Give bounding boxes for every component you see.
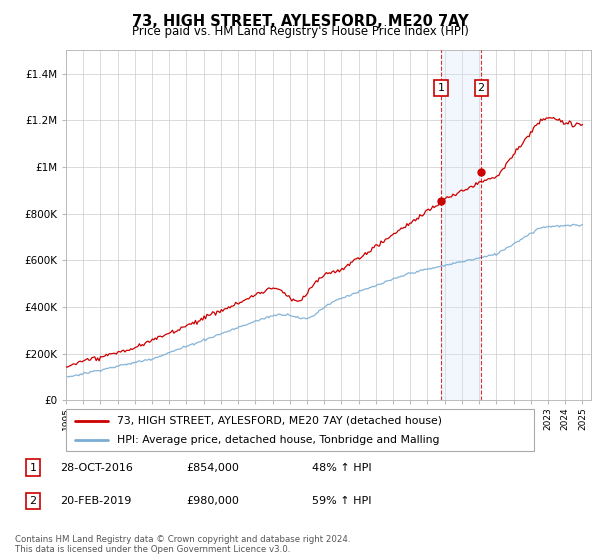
Bar [441,50,481,400]
Text: 73, HIGH STREET, AYLESFORD, ME20 7AY (detached house): 73, HIGH STREET, AYLESFORD, ME20 7AY (de… [118,416,442,426]
Text: 59% ↑ HPI: 59% ↑ HPI [312,496,371,506]
Text: £980,000: £980,000 [186,496,239,506]
Text: £854,000: £854,000 [186,463,239,473]
Text: 20-FEB-2019: 20-FEB-2019 [60,496,131,506]
Text: 73, HIGH STREET, AYLESFORD, ME20 7AY: 73, HIGH STREET, AYLESFORD, ME20 7AY [131,14,469,29]
Text: 48% ↑ HPI: 48% ↑ HPI [312,463,371,473]
Text: HPI: Average price, detached house, Tonbridge and Malling: HPI: Average price, detached house, Tonb… [118,435,440,445]
Text: 2: 2 [478,83,485,93]
Text: 2: 2 [29,496,37,506]
Text: 1: 1 [29,463,37,473]
Text: 1: 1 [437,83,445,93]
Text: 28-OCT-2016: 28-OCT-2016 [60,463,133,473]
Text: Contains HM Land Registry data © Crown copyright and database right 2024.
This d: Contains HM Land Registry data © Crown c… [15,535,350,554]
Text: Price paid vs. HM Land Registry's House Price Index (HPI): Price paid vs. HM Land Registry's House … [131,25,469,38]
